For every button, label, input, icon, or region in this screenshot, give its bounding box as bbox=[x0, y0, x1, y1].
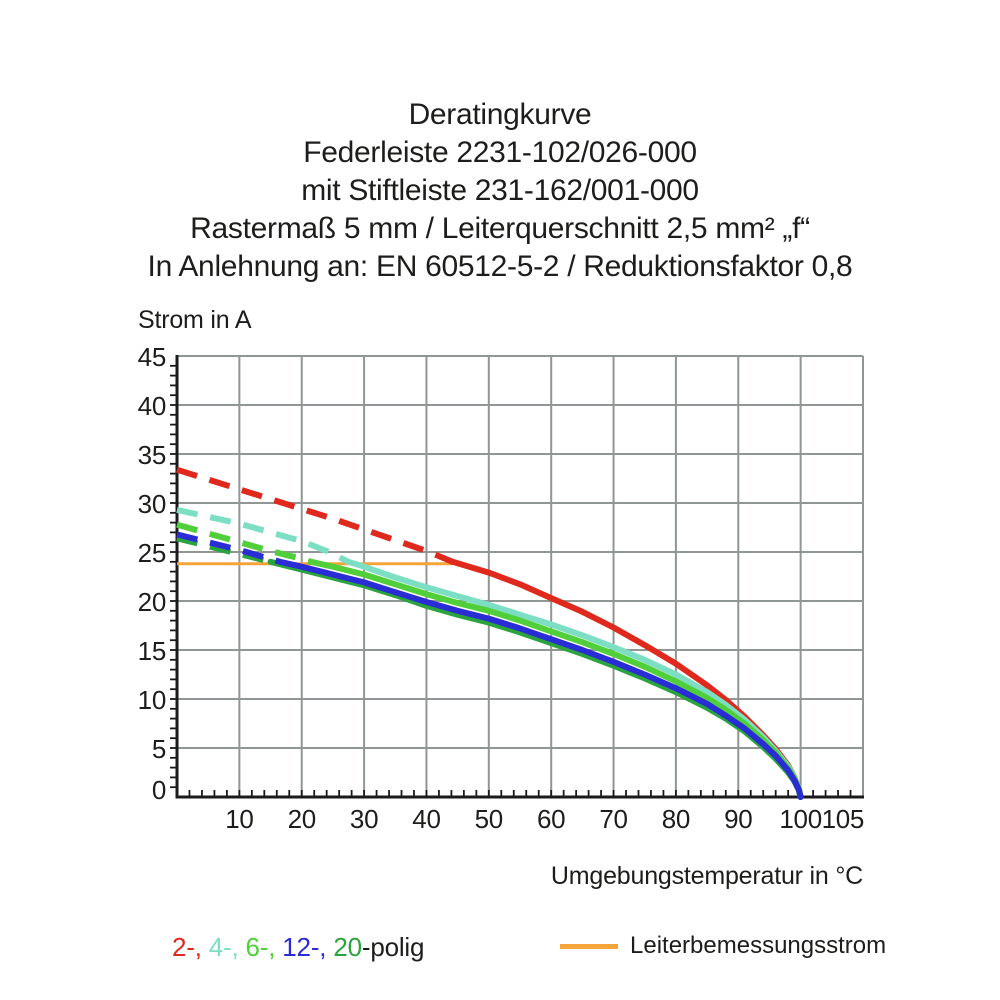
y-tick-label: 25 bbox=[138, 538, 166, 568]
title-line-4: Rastermaß 5 mm / Leiterquerschnitt 2,5 m… bbox=[190, 212, 810, 245]
title-line-5: In Anlehnung an: EN 60512-5-2 / Reduktio… bbox=[147, 250, 853, 283]
legend-pole-entry: -polig bbox=[361, 932, 425, 962]
chart-title-block: Deratingkurve Federleiste 2231-102/026-0… bbox=[0, 96, 1000, 286]
x-tick-label: 70 bbox=[599, 804, 627, 834]
legend-pole-entry: 4-, bbox=[208, 932, 246, 962]
series-solid-segment bbox=[276, 558, 804, 800]
legend-pole-counts: 2-, 4-, 6-, 12-, 20-polig bbox=[172, 932, 424, 963]
x-tick-label: 80 bbox=[662, 804, 690, 834]
series-dashed-segment bbox=[176, 535, 272, 565]
rated-current-line-swatch bbox=[560, 943, 618, 949]
x-tick-label: 10 bbox=[225, 804, 253, 834]
x-tick-label: 100 bbox=[779, 804, 821, 834]
x-tick-label: 30 bbox=[350, 804, 378, 834]
series-dashed-segment bbox=[176, 521, 312, 565]
legend-pole-entry: 12-, bbox=[282, 932, 334, 962]
series-12-polig bbox=[176, 531, 804, 800]
axes bbox=[175, 355, 864, 799]
legend-pole-entry: 6-, bbox=[245, 932, 283, 962]
x-tick-label: 20 bbox=[288, 804, 316, 834]
y-tick-label: 30 bbox=[138, 489, 166, 519]
x-tick-label: 40 bbox=[412, 804, 440, 834]
y-tick-label: 35 bbox=[138, 440, 166, 470]
y-tick-label: 10 bbox=[138, 685, 166, 715]
series-solid-segment bbox=[267, 558, 804, 800]
x-tick-label: 105 bbox=[822, 804, 864, 834]
title-line-1: Deratingkurve bbox=[408, 98, 592, 131]
title-line-2: Federleiste 2231-102/026-000 bbox=[303, 136, 697, 169]
legend-pole-entry: 20 bbox=[333, 932, 362, 962]
y-tick-label: 45 bbox=[138, 342, 166, 372]
x-tick-label: 50 bbox=[475, 804, 503, 834]
series-dashed-segment bbox=[176, 531, 281, 565]
grid bbox=[177, 355, 864, 797]
y-tick-labels: 0 5 10 15 20 25 30 35 40 45 bbox=[138, 342, 167, 805]
y-tick-label: 20 bbox=[138, 587, 166, 617]
legend-rated-current: Leiterbemessungsstrom bbox=[560, 932, 886, 960]
x-tick-labels: 10 20 30 40 50 60 70 80 90 100 105 bbox=[225, 804, 864, 834]
series-solid-segment bbox=[449, 558, 804, 800]
y-tick-label: 5 bbox=[152, 734, 166, 764]
title-line-3: mit Stiftleiste 231-162/001-000 bbox=[301, 174, 699, 207]
y-tick-label: 0 bbox=[152, 775, 166, 805]
series-dashed-segment bbox=[176, 466, 454, 565]
y-tick-label: 40 bbox=[138, 391, 166, 421]
legend-pole-entry: 2-, bbox=[172, 932, 209, 962]
y-axis-title: Strom in A bbox=[138, 306, 252, 334]
y-tick-label: 15 bbox=[138, 636, 166, 666]
rated-current-label: Leiterbemessungsstrom bbox=[630, 932, 887, 959]
x-tick-label: 90 bbox=[724, 804, 752, 834]
series-dashed-segment bbox=[176, 506, 350, 565]
x-axis-title: Umgebungstemperatur in °C bbox=[550, 862, 863, 890]
x-tick-label: 60 bbox=[537, 804, 565, 834]
